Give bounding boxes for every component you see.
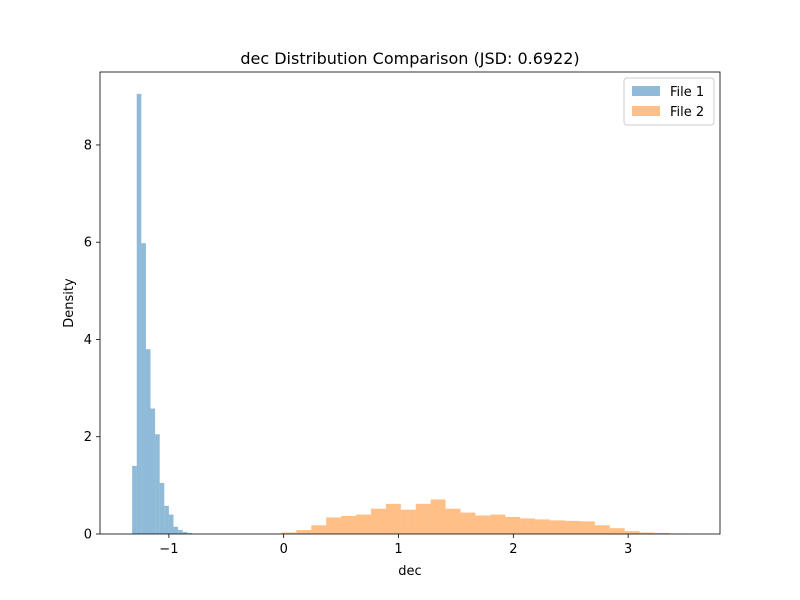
series-2-bar <box>535 519 551 534</box>
x-tick-label: 2 <box>509 542 517 557</box>
legend-label: File 1 <box>670 85 704 100</box>
series-2-bar <box>341 516 357 534</box>
series-2-bar <box>326 517 342 534</box>
x-tick-label: 1 <box>394 542 402 557</box>
series-2-bar <box>520 518 536 534</box>
series-1-bar <box>187 533 192 534</box>
series-1-bar <box>141 243 146 534</box>
series-1-bar <box>173 526 179 534</box>
y-tick-label: 8 <box>84 138 92 153</box>
y-axis-ticks: 0 2 4 6 8 <box>84 138 100 543</box>
series-2-bar <box>624 531 640 534</box>
series-2-bar <box>565 520 580 534</box>
x-axis-ticks: −1 0 1 2 3 <box>159 534 632 557</box>
legend-items: File 1 File 2 <box>632 85 704 120</box>
series-2-bar <box>370 508 386 534</box>
series-1-bar <box>159 482 165 534</box>
x-axis-label: dec <box>398 564 421 579</box>
series-1-bar <box>145 349 151 534</box>
series-2-bar <box>594 525 610 534</box>
series-2-bar <box>609 528 625 534</box>
y-tick-label: 2 <box>84 430 92 445</box>
series-2-bar <box>475 515 491 534</box>
plot-frame <box>99 71 721 535</box>
series-1-bar <box>136 93 142 534</box>
series-2-bar <box>654 533 670 534</box>
chart-title: dec Distribution Comparison (JSD: 0.6922… <box>240 49 579 68</box>
plot-background <box>100 72 720 534</box>
series-2-bar <box>430 499 446 534</box>
series-2-bar <box>296 530 312 534</box>
x-tick-label: 0 <box>280 542 288 557</box>
series-2-bar <box>550 520 565 534</box>
bars-layer <box>132 93 685 534</box>
series-2-bar <box>400 509 416 534</box>
series-2-bar <box>281 532 297 534</box>
series-1-bars <box>132 93 192 534</box>
series-1-bar <box>182 532 188 534</box>
legend-swatch <box>632 106 660 116</box>
series-1-bar <box>164 505 169 534</box>
series-1-bar <box>168 514 174 534</box>
plot-area: −1 0 1 2 3 0 2 4 6 8 <box>84 71 721 557</box>
series-2-bars <box>281 499 685 534</box>
series-2-bar <box>385 503 401 534</box>
series-2-bar <box>445 508 461 534</box>
legend-label: File 2 <box>670 105 704 120</box>
series-2-bar <box>579 521 595 534</box>
series-2-bar <box>311 525 327 534</box>
y-tick-label: 6 <box>84 236 92 251</box>
series-2-bar <box>415 503 431 534</box>
series-1-bar <box>178 530 183 534</box>
series-2-bar <box>460 512 476 534</box>
series-1-bar <box>150 408 156 534</box>
series-2-bar <box>356 514 371 534</box>
series-1-bar <box>155 434 160 534</box>
x-tick-label: −1 <box>159 542 178 557</box>
series-1-bar <box>132 465 137 534</box>
y-tick-label: 4 <box>84 333 92 348</box>
y-tick-label: 0 <box>84 528 92 543</box>
series-2-bar <box>505 516 521 534</box>
legend-swatch <box>632 86 660 96</box>
y-axis-label: Density <box>62 278 77 328</box>
x-tick-label: 3 <box>624 542 632 557</box>
legend: File 1 File 2 <box>623 77 715 126</box>
series-2-bar <box>490 514 506 534</box>
series-2-bar <box>639 532 655 534</box>
